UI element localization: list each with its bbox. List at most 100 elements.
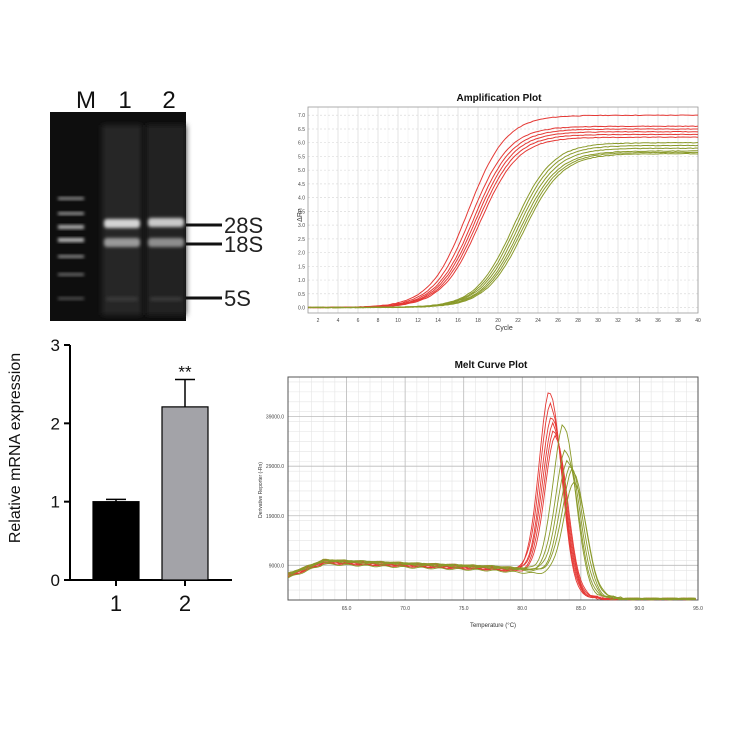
lane-label-marker: M xyxy=(76,87,96,114)
bar-x-tick-label: 1 xyxy=(110,591,122,616)
amp-x-tick-label: 26 xyxy=(555,318,561,324)
melt-curve-1 xyxy=(287,434,696,601)
amp-x-tick-label: 38 xyxy=(675,318,681,324)
band-5s-lane-2 xyxy=(150,297,182,301)
amp-y-tick-label: 7.0 xyxy=(298,113,305,119)
band-label-28s: 28S xyxy=(224,213,263,238)
bar-2 xyxy=(161,406,209,581)
melt-curve-2 xyxy=(287,468,696,600)
amp-x-tick-label: 8 xyxy=(377,318,380,324)
gel-svg: M 1 2 28S 18S 5S xyxy=(50,87,263,321)
melt-y-tick-label: 39000.0 xyxy=(266,415,284,421)
melt-y-axis-label: Derivative Reporter (-Rn) xyxy=(258,462,264,518)
melt-x-tick-label: 90.0 xyxy=(635,606,645,612)
amp-x-tick-label: 2 xyxy=(317,318,320,324)
melt-grid: 65.0 70.0 75.0 80.0 85.0 90.0 95.0 9000.0 19000.… xyxy=(266,376,703,612)
amp-y-tick-label: 0.5 xyxy=(298,292,305,298)
amp-x-tick-label: 34 xyxy=(635,318,641,324)
melt-curve-panel: Melt Curve Plot Temperature (°C) Derivat… xyxy=(255,355,715,640)
amp-x-tick-label: 10 xyxy=(395,318,401,324)
lane-label-1: 1 xyxy=(118,87,131,114)
amp-y-tick-label: 4.5 xyxy=(298,182,305,188)
bar-y-tick-label: 0 xyxy=(51,571,60,590)
amp-y-axis-label: ΔRn xyxy=(297,208,304,222)
ladder-band xyxy=(58,212,84,215)
melt-curve-2 xyxy=(287,481,696,601)
amp-y-tick-label: 1.0 xyxy=(298,278,305,284)
amp-x-tick-label: 6 xyxy=(357,318,360,324)
ladder-band xyxy=(58,197,84,200)
melt-plot-frame xyxy=(287,376,699,601)
melt-x-tick-label: 65.0 xyxy=(342,606,352,612)
amp-x-tick-label: 22 xyxy=(515,318,521,324)
lane-label-2: 2 xyxy=(162,87,175,114)
bar-y-tick-label: 3 xyxy=(51,336,60,355)
band-18s-lane-1 xyxy=(104,238,140,247)
marker-ladder xyxy=(58,197,84,300)
amp-y-tick-label: 6.0 xyxy=(298,141,305,147)
significance-marker: ** xyxy=(178,362,192,381)
amp-x-tick-label: 36 xyxy=(655,318,661,324)
amplification-plot: Amplification Plot Cycle ΔRn 2 4 6 8 10 12 14 1… xyxy=(297,93,701,332)
melt-x-tick-label: 95.0 xyxy=(693,606,703,612)
bar-chart: Relative mRNA expression 0 1 2 3 1 2 ** xyxy=(7,336,232,616)
melt-x-tick-label: 80.0 xyxy=(517,606,527,612)
melt-y-tick-label: 9000.0 xyxy=(269,563,285,569)
amp-y-tick-label: 5.0 xyxy=(298,168,305,174)
melt-title: Melt Curve Plot xyxy=(455,360,528,371)
amp-y-tick-label: 0.0 xyxy=(298,306,305,312)
melt-x-axis-label: Temperature (°C) xyxy=(470,623,516,629)
amp-x-tick-label: 12 xyxy=(415,318,421,324)
amp-curve-1 xyxy=(307,114,699,309)
bar-y-tick-label: 1 xyxy=(51,493,60,512)
amp-y-tick-label: 1.5 xyxy=(298,264,305,270)
amp-curve-1 xyxy=(307,136,699,309)
amp-x-tick-label: 40 xyxy=(695,318,701,324)
amp-curve-2 xyxy=(307,144,699,309)
melt-x-tick-label: 70.0 xyxy=(400,606,410,612)
amp-curve-2 xyxy=(307,150,699,309)
melt-curve-2 xyxy=(287,466,696,601)
amp-y-tick-label: 5.5 xyxy=(298,154,305,160)
band-28s-lane-1 xyxy=(104,219,140,228)
bar-axes: 0 1 2 3 1 2 xyxy=(51,336,232,616)
melt-curve-1 xyxy=(287,417,696,601)
bar-y-axis-label: Relative mRNA expression xyxy=(7,353,24,543)
amp-curve-2 xyxy=(307,153,699,309)
amp-y-tick-label: 2.5 xyxy=(298,237,305,243)
amp-x-tick-label: 24 xyxy=(535,318,541,324)
amp-lines xyxy=(307,114,699,309)
amp-x-tick-label: 4 xyxy=(337,318,340,324)
band-label-5s: 5S xyxy=(224,286,251,311)
band-5s-lane-1 xyxy=(106,297,138,301)
melt-curve-1 xyxy=(287,421,696,601)
amp-y-tick-label: 3.5 xyxy=(298,209,305,215)
ladder-band xyxy=(58,255,84,258)
melt-x-tick-label: 85.0 xyxy=(576,606,586,612)
gel-panel: M 1 2 28S 18S 5S xyxy=(50,85,265,325)
melt-curve-2 xyxy=(287,459,696,600)
bar-y-tick-label: 2 xyxy=(51,414,60,433)
bar-marks: ** xyxy=(92,362,209,581)
amp-x-tick-label: 16 xyxy=(455,318,461,324)
amp-curve-1 xyxy=(307,130,699,309)
band-28s-lane-2 xyxy=(148,218,184,227)
ladder-band xyxy=(58,238,84,242)
ladder-band xyxy=(58,225,84,229)
ladder-band xyxy=(58,297,84,300)
amp-x-tick-label: 14 xyxy=(435,318,441,324)
amp-x-tick-label: 32 xyxy=(615,318,621,324)
melt-curve-2 xyxy=(287,449,696,601)
amp-y-tick-label: 3.0 xyxy=(298,223,305,229)
amp-plot-frame xyxy=(307,106,699,314)
ladder-band xyxy=(58,273,84,276)
melt-x-tick-label: 75.0 xyxy=(459,606,469,612)
amplification-plot-panel: Amplification Plot Cycle ΔRn 2 4 6 8 10 12 14 1… xyxy=(290,85,710,335)
amp-x-tick-label: 28 xyxy=(575,318,581,324)
bar-x-tick-label: 2 xyxy=(179,591,191,616)
amp-curve-1 xyxy=(307,125,699,309)
melt-lines xyxy=(287,392,696,601)
melt-y-tick-label: 29000.0 xyxy=(266,464,284,470)
bar-1 xyxy=(92,501,140,581)
amp-grid: 2 4 6 8 10 12 14 16 18 20 22 24 26 28 30 32 34 36 38 400.00… xyxy=(298,106,701,324)
